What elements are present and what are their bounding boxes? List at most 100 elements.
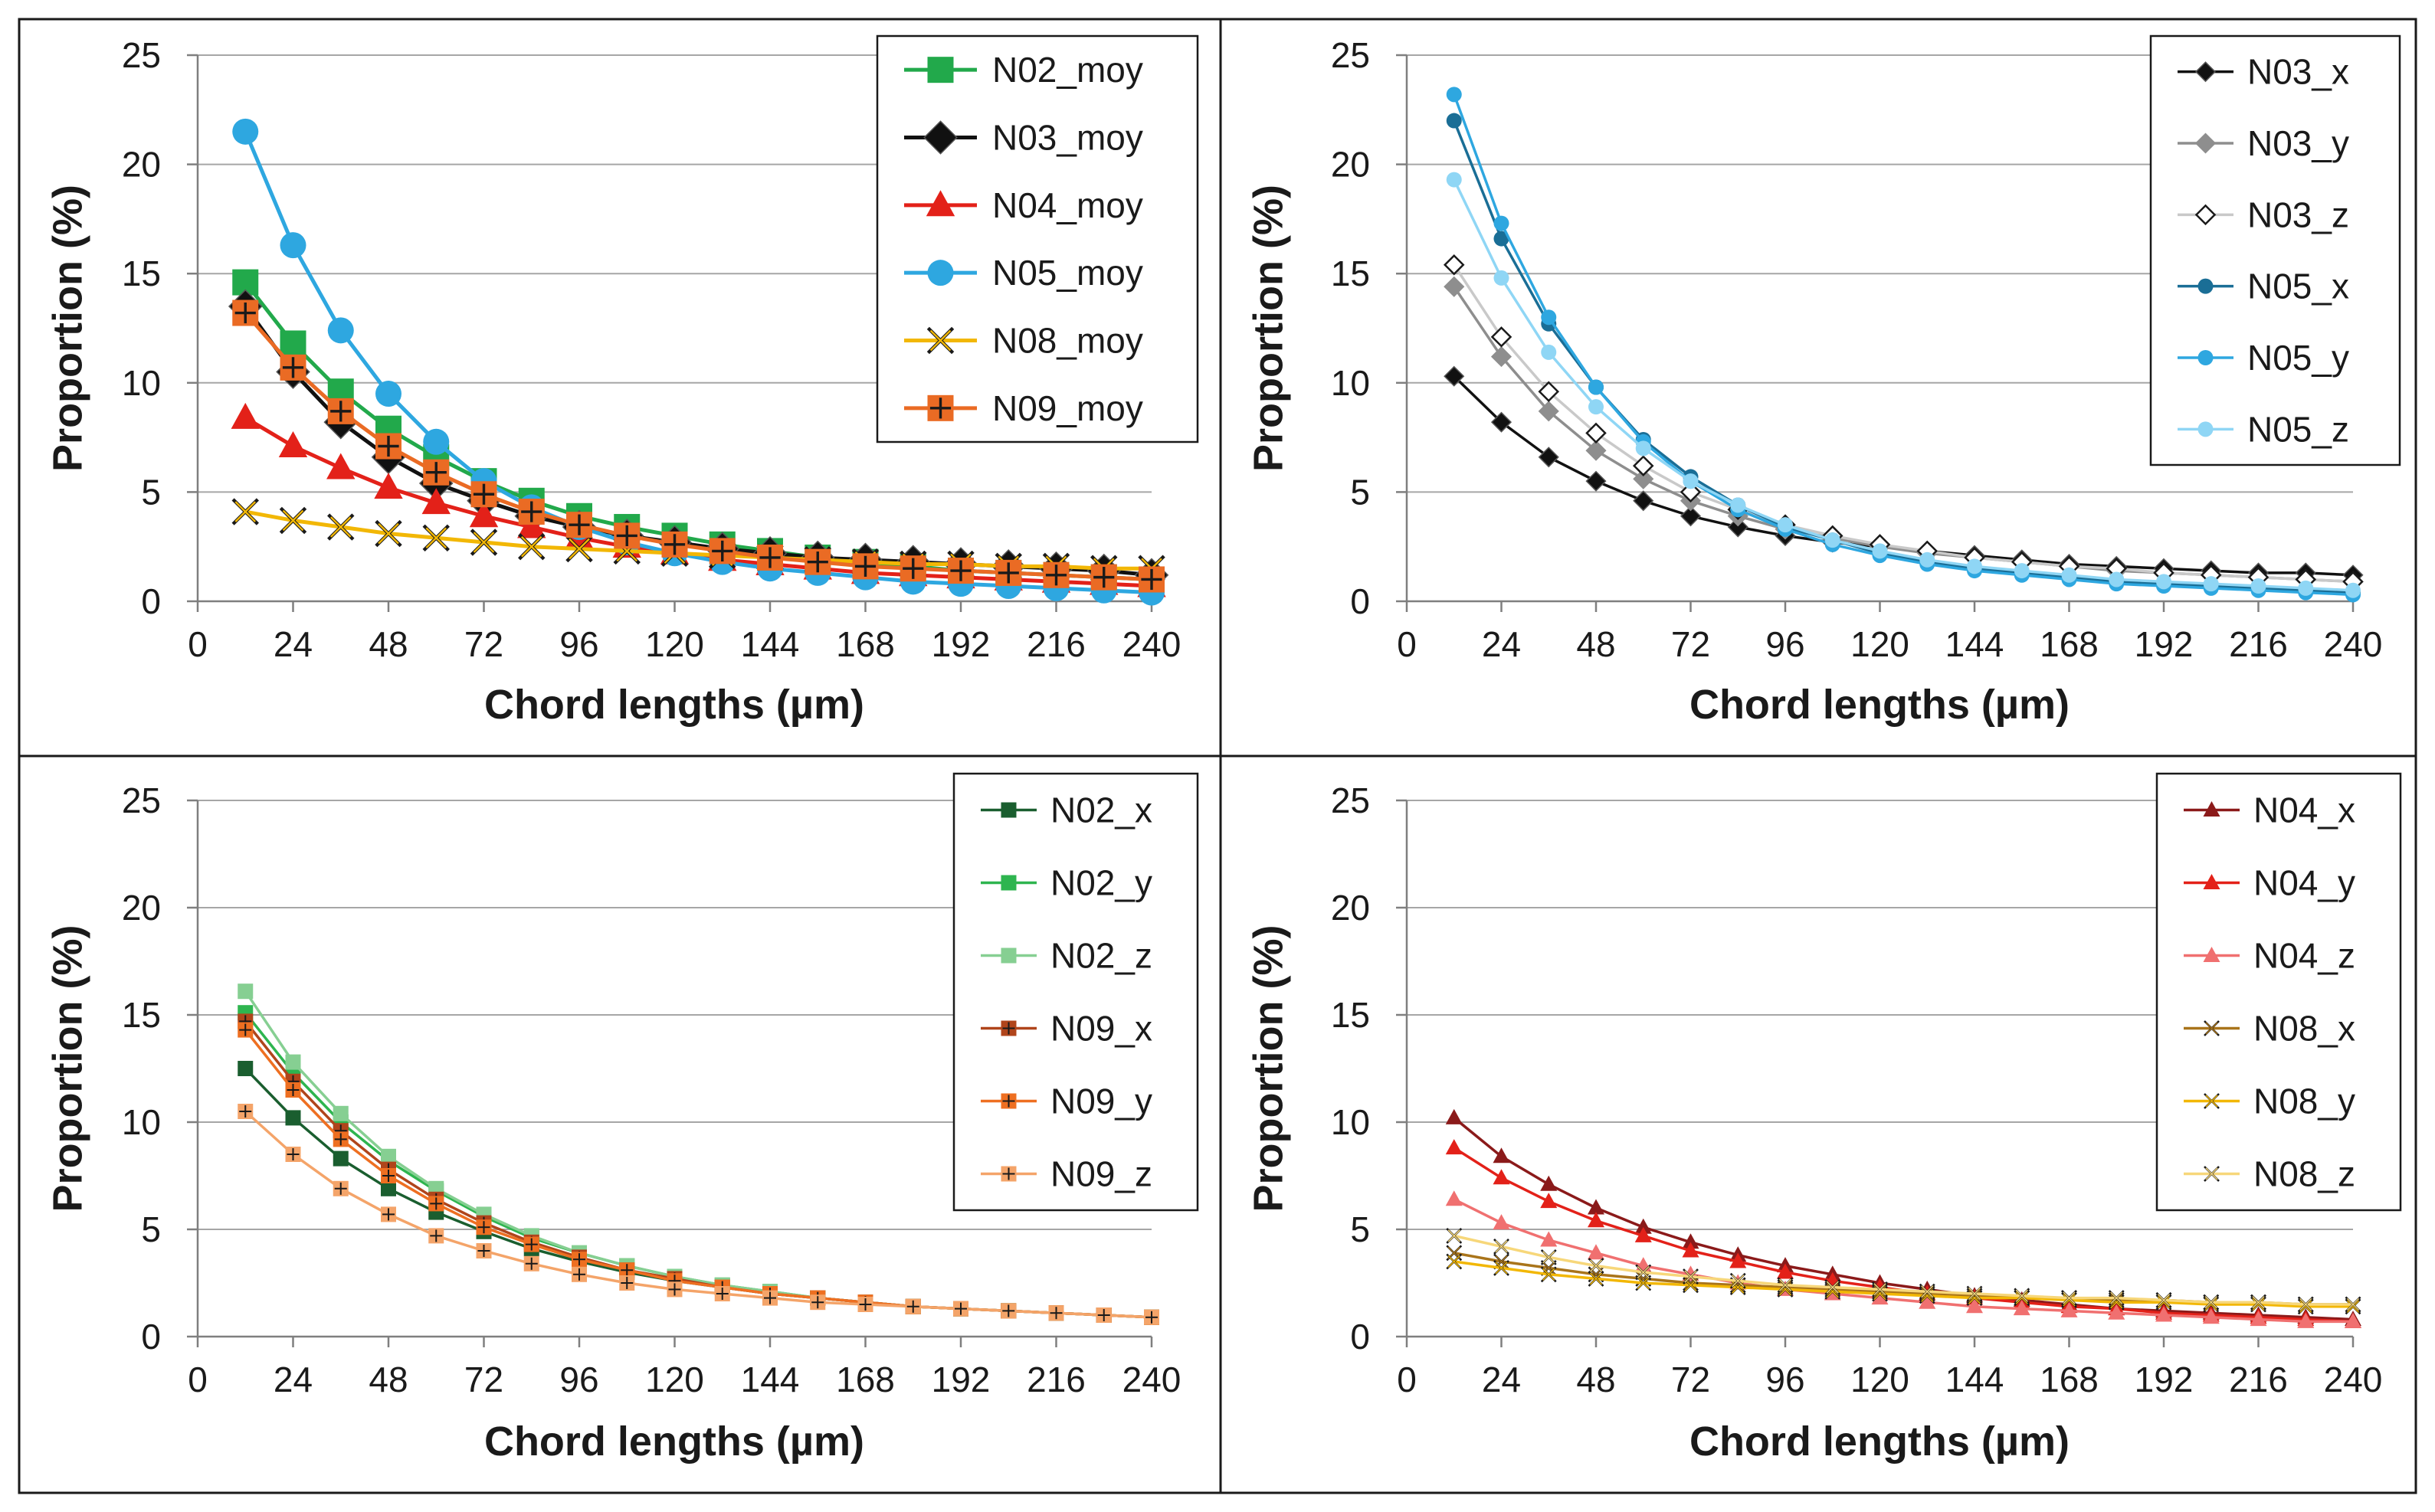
data-point <box>2155 1306 2172 1322</box>
x-tick-label: 168 <box>2040 1360 2099 1399</box>
y-tick-label: 25 <box>1331 35 1370 75</box>
data-point <box>2298 580 2314 596</box>
data-point <box>517 512 546 538</box>
data-point <box>1919 1283 1935 1300</box>
data-point <box>1588 1212 1604 1228</box>
y-tick-label: 20 <box>122 888 161 928</box>
legend-item: N09_y <box>981 1082 1152 1121</box>
data-point <box>2250 1311 2267 1327</box>
legend-label: N09_x <box>1050 1009 1152 1049</box>
data-point <box>375 381 401 407</box>
y-tick-label: 20 <box>122 145 161 185</box>
data-point <box>1871 1289 1889 1305</box>
data-point <box>2156 574 2171 590</box>
y-tick-label: 10 <box>122 1102 161 1142</box>
data-point <box>1538 401 1559 422</box>
series-line <box>244 1110 1152 1319</box>
legend-item: N05_moy <box>904 253 1143 293</box>
legend-item: N08_y <box>2184 1082 2355 1121</box>
data-point <box>1446 172 1462 188</box>
y-tick-label: 20 <box>1331 888 1370 928</box>
y-tick-label: 0 <box>141 1317 161 1357</box>
legend-item: N04_z <box>2184 936 2355 976</box>
x-tick-label: 24 <box>274 1360 313 1399</box>
y-tick-label: 0 <box>1350 581 1370 621</box>
data-point <box>1493 1259 1509 1276</box>
data-point <box>1824 532 1840 548</box>
data-point <box>1090 564 1117 591</box>
data-point <box>619 1262 635 1278</box>
data-point <box>905 1298 921 1314</box>
legend-item: N04_moy <box>904 185 1143 225</box>
legend-label: N03_moy <box>992 118 1143 158</box>
data-point <box>279 506 307 535</box>
y-tick-label: 15 <box>122 254 161 293</box>
series-line <box>1453 178 2354 592</box>
legend-box <box>952 772 1199 1212</box>
data-point <box>852 553 879 580</box>
data-point <box>381 1148 396 1164</box>
data-point <box>1680 481 1702 503</box>
data-point <box>810 1294 826 1311</box>
data-point <box>2108 1304 2125 1320</box>
y-tick-label: 0 <box>1350 1317 1370 1357</box>
data-point <box>2250 1296 2266 1313</box>
legend-label: N03_x <box>2247 52 2349 92</box>
data-point <box>1682 1233 1699 1249</box>
data-point <box>2345 1312 2361 1328</box>
data-point <box>948 558 974 584</box>
legend-marker <box>927 260 954 286</box>
x-tick-label: 192 <box>2135 624 2194 664</box>
data-point <box>333 1105 349 1121</box>
x-axis-title: Chord lengths (µm) <box>484 682 864 728</box>
data-point <box>1585 422 1607 444</box>
legend-label: N03_y <box>2247 123 2349 163</box>
data-point <box>1446 87 1462 103</box>
data-point <box>1683 473 1699 489</box>
data-point <box>1493 270 1509 286</box>
y-axis-title: Proportion (%) <box>44 185 90 472</box>
legend-label: N02_z <box>1050 936 1152 976</box>
x-tick-label: 24 <box>1482 1360 1521 1399</box>
chart-panel-top-left: 0 5 10 15 20 25 0 24 48 72 96 120 144 168 192 216 240 Cho… <box>44 34 1199 728</box>
x-tick-label: 72 <box>464 1360 503 1399</box>
y-tick-label: 15 <box>1331 254 1370 293</box>
data-point <box>1446 1253 1463 1270</box>
series-line <box>1453 1260 2353 1308</box>
x-tick-label: 0 <box>188 1360 208 1399</box>
data-point <box>667 1281 683 1298</box>
data-point <box>1490 411 1512 433</box>
x-tick-label: 144 <box>741 1360 800 1399</box>
legend-marker <box>1001 802 1017 818</box>
legend-marker <box>2203 874 2220 889</box>
legend-item: N02_moy <box>904 50 1143 90</box>
data-point <box>1634 1218 1652 1234</box>
y-tick-label: 5 <box>1350 472 1370 512</box>
data-point <box>566 512 592 538</box>
legend-label: N03_z <box>2247 195 2349 234</box>
x-tick-label: 0 <box>1397 624 1417 664</box>
data-point <box>523 1255 539 1271</box>
x-tick-label: 96 <box>559 624 598 664</box>
data-point <box>1777 1279 1794 1296</box>
legend-label: N04_y <box>2253 863 2355 903</box>
legend-label: N02_x <box>1050 790 1152 830</box>
chart-panel-bottom-left: 0 5 10 15 20 25 0 24 48 72 96 120 144 168 192 216 240 Cho… <box>44 772 1199 1465</box>
y-axis-title: Proportion (%) <box>1245 925 1291 1213</box>
legend-box <box>2149 34 2401 466</box>
legend-label: N08_moy <box>992 321 1143 361</box>
data-point <box>2250 1294 2266 1311</box>
legend-marker <box>2204 1166 2220 1182</box>
data-point <box>280 232 306 259</box>
legend-marker <box>1001 1166 1017 1182</box>
legend-marker <box>1001 947 1017 964</box>
legend-label: N02_y <box>1050 863 1152 903</box>
x-tick-label: 144 <box>741 624 800 664</box>
data-point <box>381 1168 396 1183</box>
legend-item: N05_y <box>2178 338 2349 378</box>
legend-marker <box>2194 133 2217 154</box>
legend-label: N09_moy <box>992 388 1143 428</box>
y-tick-label: 20 <box>1331 145 1370 185</box>
data-point <box>523 1236 539 1252</box>
data-point <box>1966 1288 1983 1304</box>
